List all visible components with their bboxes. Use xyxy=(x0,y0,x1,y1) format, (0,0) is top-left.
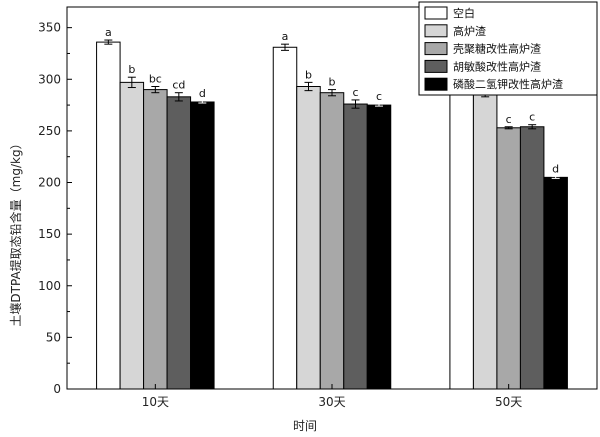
y-tick-label: 50 xyxy=(46,330,61,344)
significance-label: c xyxy=(529,111,535,124)
significance-label: b xyxy=(305,68,312,81)
bar xyxy=(190,101,215,390)
significance-label: b xyxy=(329,76,336,89)
legend-box xyxy=(418,1,598,96)
legend-label: 高炉渣 xyxy=(453,24,486,38)
significance-label: d xyxy=(199,87,206,100)
x-axis-title: 时间 xyxy=(293,419,317,433)
y-tick-label: 250 xyxy=(38,124,61,138)
significance-label: c xyxy=(376,90,382,103)
bar xyxy=(343,103,368,390)
bar xyxy=(543,176,568,390)
significance-label: c xyxy=(352,86,358,99)
y-tick-label: 0 xyxy=(53,382,61,396)
axes: 0 50 100 150 200 250 300 350 10天 30天 50天 xyxy=(38,6,598,409)
legend-swatch xyxy=(424,42,448,56)
bar xyxy=(96,41,121,390)
significance-label: c xyxy=(506,113,512,126)
y-axis-title: 土壤DTPA提取态铅含量（mg/kg） xyxy=(8,137,23,326)
legend-label: 磷酸二氢钾改性高炉渣 xyxy=(453,77,563,91)
bar xyxy=(319,92,345,390)
y-tick-label: 200 xyxy=(38,176,61,190)
legend-swatch xyxy=(424,24,448,38)
bar xyxy=(472,94,498,390)
legend-label: 空白 xyxy=(453,6,475,20)
y-tick-label: 350 xyxy=(38,21,61,35)
y-tick-label: 100 xyxy=(38,279,61,293)
significance-label: b xyxy=(128,63,135,76)
bar xyxy=(296,85,321,390)
legend-swatch xyxy=(424,6,448,20)
x-tick-label: 50天 xyxy=(495,395,522,409)
bar xyxy=(366,104,392,390)
y-tick-label: 150 xyxy=(38,227,61,241)
bar xyxy=(496,127,521,390)
legend-swatch xyxy=(424,77,448,91)
legend-label: 胡敏酸改性高炉渣 xyxy=(453,59,541,73)
significance-label: a xyxy=(105,26,112,39)
bar xyxy=(272,46,298,390)
significance-label: bc xyxy=(149,72,162,85)
significance-label: cd xyxy=(172,79,185,92)
significance-label: d xyxy=(552,162,559,175)
x-tick-label: 10天 xyxy=(142,395,169,409)
bar xyxy=(449,52,474,390)
bar xyxy=(143,89,168,390)
y-tick-label: 300 xyxy=(38,72,61,86)
bar xyxy=(119,81,145,390)
legend-label: 壳聚糖改性高炉渣 xyxy=(453,42,541,56)
bar xyxy=(166,96,192,390)
legend-swatch xyxy=(424,59,448,73)
x-tick-label: 30天 xyxy=(318,395,345,409)
bars: abbccddabbccabccd xyxy=(96,26,568,390)
bar xyxy=(519,126,545,390)
significance-label: a xyxy=(282,30,289,43)
